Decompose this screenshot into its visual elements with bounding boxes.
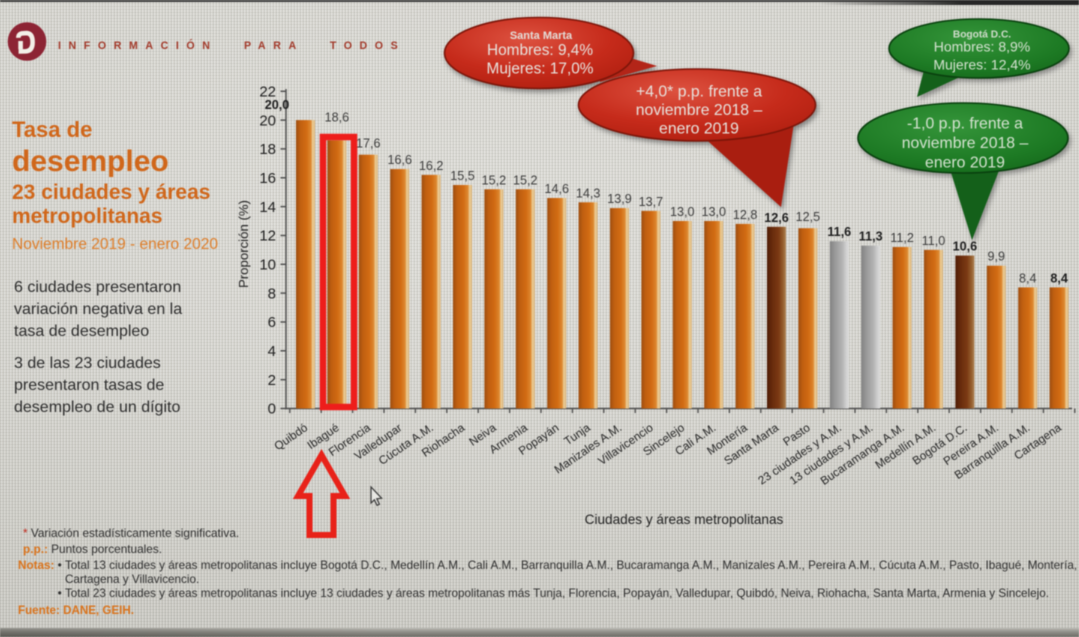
svg-text:10,6: 10,6 bbox=[953, 240, 978, 254]
svg-text:20,0: 20,0 bbox=[265, 98, 290, 112]
svg-text:11,3: 11,3 bbox=[859, 230, 883, 244]
svg-text:11,0: 11,0 bbox=[922, 234, 946, 248]
svg-text:6: 6 bbox=[268, 314, 276, 331]
svg-text:12,6: 12,6 bbox=[764, 211, 789, 225]
svg-text:17,6: 17,6 bbox=[356, 137, 381, 151]
svg-text:+4,0* p.p. frente a: +4,0* p.p. frente a bbox=[636, 84, 762, 101]
svg-text:Mujeres: 17,0%: Mujeres: 17,0% bbox=[487, 61, 594, 78]
svg-text:11,2: 11,2 bbox=[890, 231, 914, 245]
svg-text:13,0: 13,0 bbox=[670, 205, 695, 219]
svg-text:14,3: 14,3 bbox=[576, 186, 601, 200]
svg-text:20: 20 bbox=[259, 112, 276, 129]
svg-text:18: 18 bbox=[259, 141, 276, 158]
svg-text:22: 22 bbox=[259, 84, 276, 101]
svg-text:enero 2019: enero 2019 bbox=[925, 155, 1005, 172]
svg-text:Hombres: 9,4%: Hombres: 9,4% bbox=[487, 42, 593, 59]
svg-text:8,4: 8,4 bbox=[1019, 271, 1037, 285]
svg-text:12,5: 12,5 bbox=[796, 210, 821, 224]
svg-text:10: 10 bbox=[259, 257, 276, 274]
svg-text:12,8: 12,8 bbox=[733, 208, 758, 222]
svg-text:15,2: 15,2 bbox=[513, 173, 538, 187]
svg-text:16,6: 16,6 bbox=[387, 153, 412, 167]
svg-text:11,6: 11,6 bbox=[827, 225, 851, 239]
svg-text:enero 2019: enero 2019 bbox=[659, 121, 739, 138]
svg-text:noviembre 2018 –: noviembre 2018 – bbox=[636, 102, 763, 119]
svg-text:Proporción (%): Proporción (%) bbox=[236, 200, 251, 288]
svg-text:13,0: 13,0 bbox=[701, 205, 726, 219]
svg-text:8,4: 8,4 bbox=[1050, 271, 1068, 285]
svg-text:4: 4 bbox=[268, 343, 276, 360]
svg-text:13,7: 13,7 bbox=[639, 195, 664, 209]
svg-text:Ciudades y áreas metropolitana: Ciudades y áreas metropolitanas bbox=[585, 512, 784, 527]
svg-text:16,2: 16,2 bbox=[419, 159, 444, 173]
svg-text:-1,0 p.p. frente a: -1,0 p.p. frente a bbox=[907, 116, 1023, 133]
svg-text:Mujeres: 12,4%: Mujeres: 12,4% bbox=[933, 57, 1030, 73]
svg-text:12: 12 bbox=[259, 228, 276, 245]
svg-text:2: 2 bbox=[268, 372, 276, 389]
svg-text:13,9: 13,9 bbox=[607, 192, 632, 206]
svg-text:16: 16 bbox=[259, 170, 276, 187]
svg-text:8: 8 bbox=[268, 285, 276, 302]
svg-text:18,6: 18,6 bbox=[325, 110, 350, 124]
svg-text:0: 0 bbox=[268, 401, 276, 418]
svg-text:Hombres: 8,9%: Hombres: 8,9% bbox=[934, 39, 1030, 55]
svg-text:14: 14 bbox=[259, 199, 276, 216]
svg-text:9,9: 9,9 bbox=[988, 250, 1006, 264]
svg-text:15,5: 15,5 bbox=[450, 169, 475, 183]
svg-text:Quibdó: Quibdó bbox=[272, 421, 310, 453]
svg-text:14,6: 14,6 bbox=[544, 182, 569, 196]
svg-text:Santa Marta: Santa Marta bbox=[510, 30, 573, 42]
svg-text:noviembre 2018 –: noviembre 2018 – bbox=[902, 135, 1029, 152]
svg-text:Bogotá D.C.: Bogotá D.C. bbox=[953, 30, 1011, 41]
svg-text:15,2: 15,2 bbox=[482, 173, 507, 187]
